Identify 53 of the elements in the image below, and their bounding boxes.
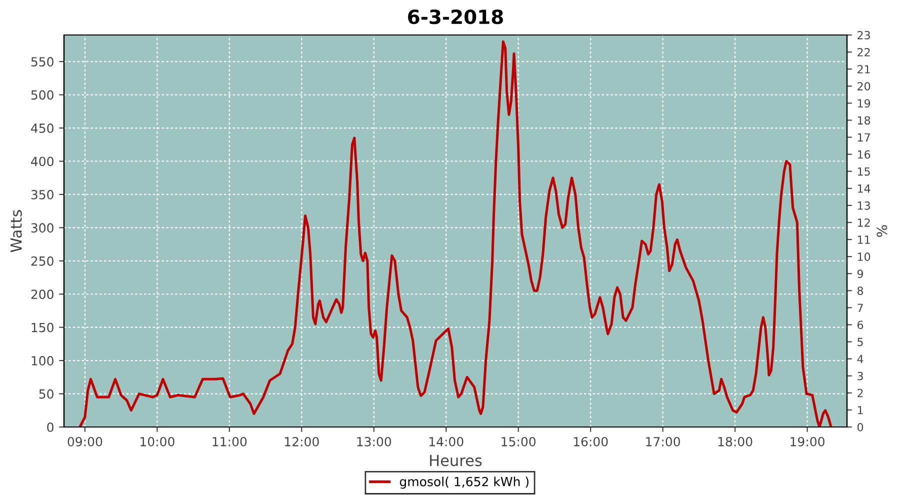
y2-tick-label: 8 [857,286,864,296]
y2-tick-label: 0 [857,422,864,432]
x-axis-title: Heures [430,454,482,466]
y2-tick-label: 19 [858,99,870,108]
y2-tick-label: 13 [858,201,870,210]
x-tick-label: 13:00 [357,436,392,446]
x-tick-label: 17:00 [646,436,680,446]
x-tick-label: 16:00 [574,436,608,446]
y2-tick-label: 22 [858,48,870,56]
x-tick-label: 14:00 [429,436,464,446]
y2-tick-label: 23 [858,30,870,40]
y2-tick-label: 3 [858,372,863,380]
y2-tick-label: 2 [858,388,863,398]
y-tick-label: 550 [31,57,54,67]
y2-tick-label: 15 [858,167,870,176]
legend-label: gmosol( 1,652 kWh ) [400,476,528,489]
y2-tick-label: 5 [858,338,863,346]
line-series [78,40,832,427]
x-tick-label: 10:00 [140,436,174,446]
y2-tick-label: 14 [858,184,870,193]
y-tick-label: 300 [31,223,54,233]
y-tick-label: 150 [32,322,54,332]
y2-tick-label: 9 [857,270,864,278]
x-tick-label: 09:00 [68,436,102,446]
y2-tick-label: 11 [858,236,870,244]
y2-tick-label: 18 [858,116,870,125]
chart-title: 6-3-2018 [408,9,503,24]
y2-axis-title: % [876,225,888,237]
x-tick-label: 15:00 [502,436,536,446]
y-tick-label: 400 [31,156,54,166]
y2-tick-label: 12 [858,218,870,227]
y2-tick-label: 20 [858,82,870,91]
y2-tick-label: 7 [858,304,863,312]
x-tick-label: 18:00 [718,436,752,446]
y2-tick-label: 10 [858,252,870,261]
y-tick-label: 350 [31,190,54,200]
y-tick-label: 0 [47,422,54,432]
x-tick-label: 12:00 [285,436,319,446]
y2-tick-label: 17 [858,133,870,142]
y2-tick-label: 6 [858,320,864,330]
y-axis-title: Watts [10,210,22,252]
y2-tick-label: 1 [858,406,863,414]
y2-tick-label: 21 [858,65,870,74]
y-tick-label: 250 [31,256,54,266]
x-tick-label: 11:00 [212,436,247,446]
y2-tick-label: 4 [857,354,864,364]
x-tick-label: 19:00 [790,436,824,446]
y-tick-label: 50 [39,389,54,399]
y-tick-label: 450 [31,123,54,133]
y-tick-label: 100 [32,356,54,366]
y2-tick-label: 16 [858,150,870,159]
y-tick-label: 500 [31,90,54,100]
y-tick-label: 200 [31,290,54,300]
